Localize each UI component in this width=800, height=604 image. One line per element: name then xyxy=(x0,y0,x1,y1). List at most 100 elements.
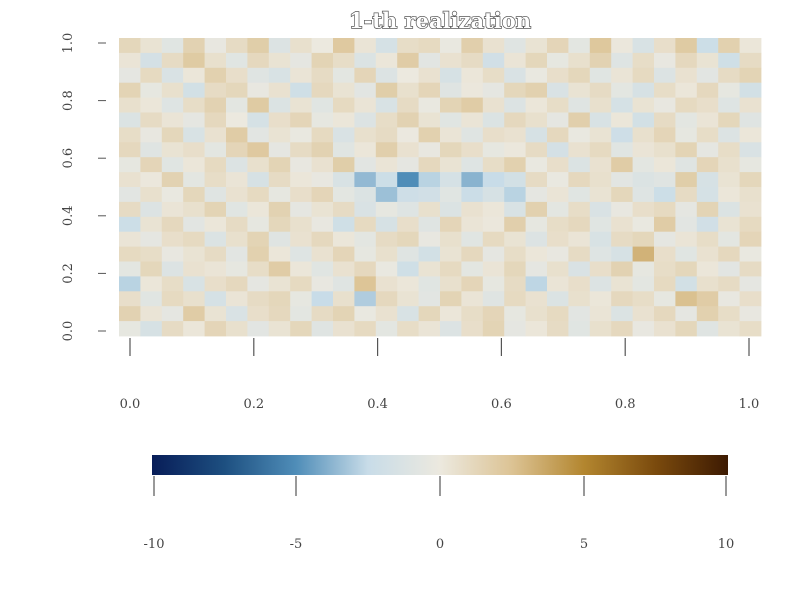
heatmap-cell xyxy=(611,52,633,69)
heatmap-cell xyxy=(461,231,484,247)
heatmap-cell xyxy=(696,67,719,84)
colorbar-gradient xyxy=(152,455,728,475)
heatmap-cell xyxy=(375,201,398,218)
heatmap-cell xyxy=(525,201,548,218)
heatmap-cell xyxy=(226,142,248,158)
heatmap-cell xyxy=(204,246,227,262)
heatmap-cell xyxy=(440,52,462,69)
heatmap-cell xyxy=(568,246,591,262)
heatmap-cell xyxy=(311,97,334,113)
heatmap-cell xyxy=(675,231,698,247)
heatmap-cell xyxy=(119,52,141,69)
heatmap-cell xyxy=(739,246,762,262)
heatmap-cell xyxy=(461,112,484,128)
heatmap-cell xyxy=(247,306,270,322)
heatmap-cell xyxy=(718,201,740,218)
heatmap-cell xyxy=(675,246,698,262)
heatmap-cell xyxy=(461,291,484,307)
heatmap-cell xyxy=(504,276,526,292)
heatmap-cell xyxy=(354,216,377,233)
heatmap-cell xyxy=(504,38,526,54)
heatmap-cell xyxy=(354,246,377,262)
heatmap-cell xyxy=(140,112,163,128)
heatmap-cell xyxy=(654,187,676,203)
heatmap-cell xyxy=(397,172,419,188)
heatmap-cell xyxy=(547,246,569,262)
heatmap-cell xyxy=(226,261,248,277)
x-tick-label: 1.0 xyxy=(739,397,760,412)
heatmap-cell xyxy=(290,246,312,262)
heatmap-cell xyxy=(290,127,312,143)
heatmap-cell xyxy=(418,67,441,84)
heatmap-cell xyxy=(418,216,441,233)
heatmap-cell xyxy=(589,276,612,292)
heatmap-cell xyxy=(397,321,419,337)
heatmap-cell xyxy=(183,172,205,188)
heatmap-cell xyxy=(675,97,698,113)
heatmap-cell xyxy=(119,291,141,307)
heatmap-cell xyxy=(290,38,312,54)
heatmap-cell xyxy=(354,291,377,307)
heatmap-cell xyxy=(696,142,719,158)
heatmap-cell xyxy=(675,52,698,69)
heatmap-cell xyxy=(183,67,205,84)
heatmap-cell xyxy=(461,38,484,54)
heatmap-cell xyxy=(482,246,505,262)
heatmap-cell xyxy=(397,112,419,128)
heatmap-cell xyxy=(482,38,505,54)
heatmap-cell xyxy=(333,306,355,322)
heatmap-cell xyxy=(418,246,441,262)
heatmap-cell xyxy=(119,112,141,128)
heatmap-cell xyxy=(333,321,355,337)
heatmap-cell xyxy=(504,321,526,337)
heatmap-cell xyxy=(418,261,441,277)
heatmap-cell xyxy=(161,142,184,158)
heatmap-cell xyxy=(140,142,163,158)
heatmap-cell xyxy=(354,127,377,143)
heatmap-cell xyxy=(226,276,248,292)
heatmap-cell xyxy=(696,52,719,69)
heatmap-cell xyxy=(140,216,163,233)
heatmap-cell xyxy=(482,142,505,158)
heatmap-cell xyxy=(204,157,227,173)
heatmap-cell xyxy=(333,142,355,158)
y-axis: 0.0 0.2 0.4 0.6 0.8 1.0 xyxy=(61,33,106,341)
heatmap-cell xyxy=(611,127,633,143)
heatmap-cell xyxy=(547,52,569,69)
heatmap-cell xyxy=(632,187,655,203)
heatmap-cell xyxy=(675,216,698,233)
colorbar-tick-label: -5 xyxy=(290,537,303,552)
heatmap-cell xyxy=(226,172,248,188)
y-tick-label: 1.0 xyxy=(61,33,76,54)
heatmap-cell xyxy=(739,231,762,247)
heatmap-cell xyxy=(204,112,227,128)
heatmap-cell xyxy=(654,276,676,292)
heatmap-cell xyxy=(632,276,655,292)
heatmap-cell xyxy=(183,276,205,292)
heatmap-cell xyxy=(696,306,719,322)
heatmap-cell xyxy=(247,172,270,188)
heatmap-cell xyxy=(718,306,740,322)
heatmap-cell xyxy=(440,38,462,54)
heatmap-cell xyxy=(140,38,163,54)
heatmap-cell xyxy=(375,187,398,203)
heatmap-cell xyxy=(547,82,569,98)
heatmap-cell xyxy=(290,187,312,203)
heatmap-cell xyxy=(696,172,719,188)
heatmap-cell xyxy=(247,127,270,143)
heatmap-cell xyxy=(675,187,698,203)
x-tick-label: 0.6 xyxy=(491,397,512,412)
heatmap-cell xyxy=(375,82,398,98)
heatmap-cell xyxy=(547,306,569,322)
heatmap-cell xyxy=(161,38,184,54)
heatmap-cell xyxy=(504,142,526,158)
heatmap-cell xyxy=(654,52,676,69)
heatmap-cell xyxy=(183,291,205,307)
heatmap-cell xyxy=(461,201,484,218)
heatmap-cell xyxy=(161,172,184,188)
heatmap-cell xyxy=(461,321,484,337)
heatmap-cell xyxy=(333,38,355,54)
heatmap-cell xyxy=(247,231,270,247)
heatmap-cell xyxy=(696,246,719,262)
heatmap-cell xyxy=(675,112,698,128)
